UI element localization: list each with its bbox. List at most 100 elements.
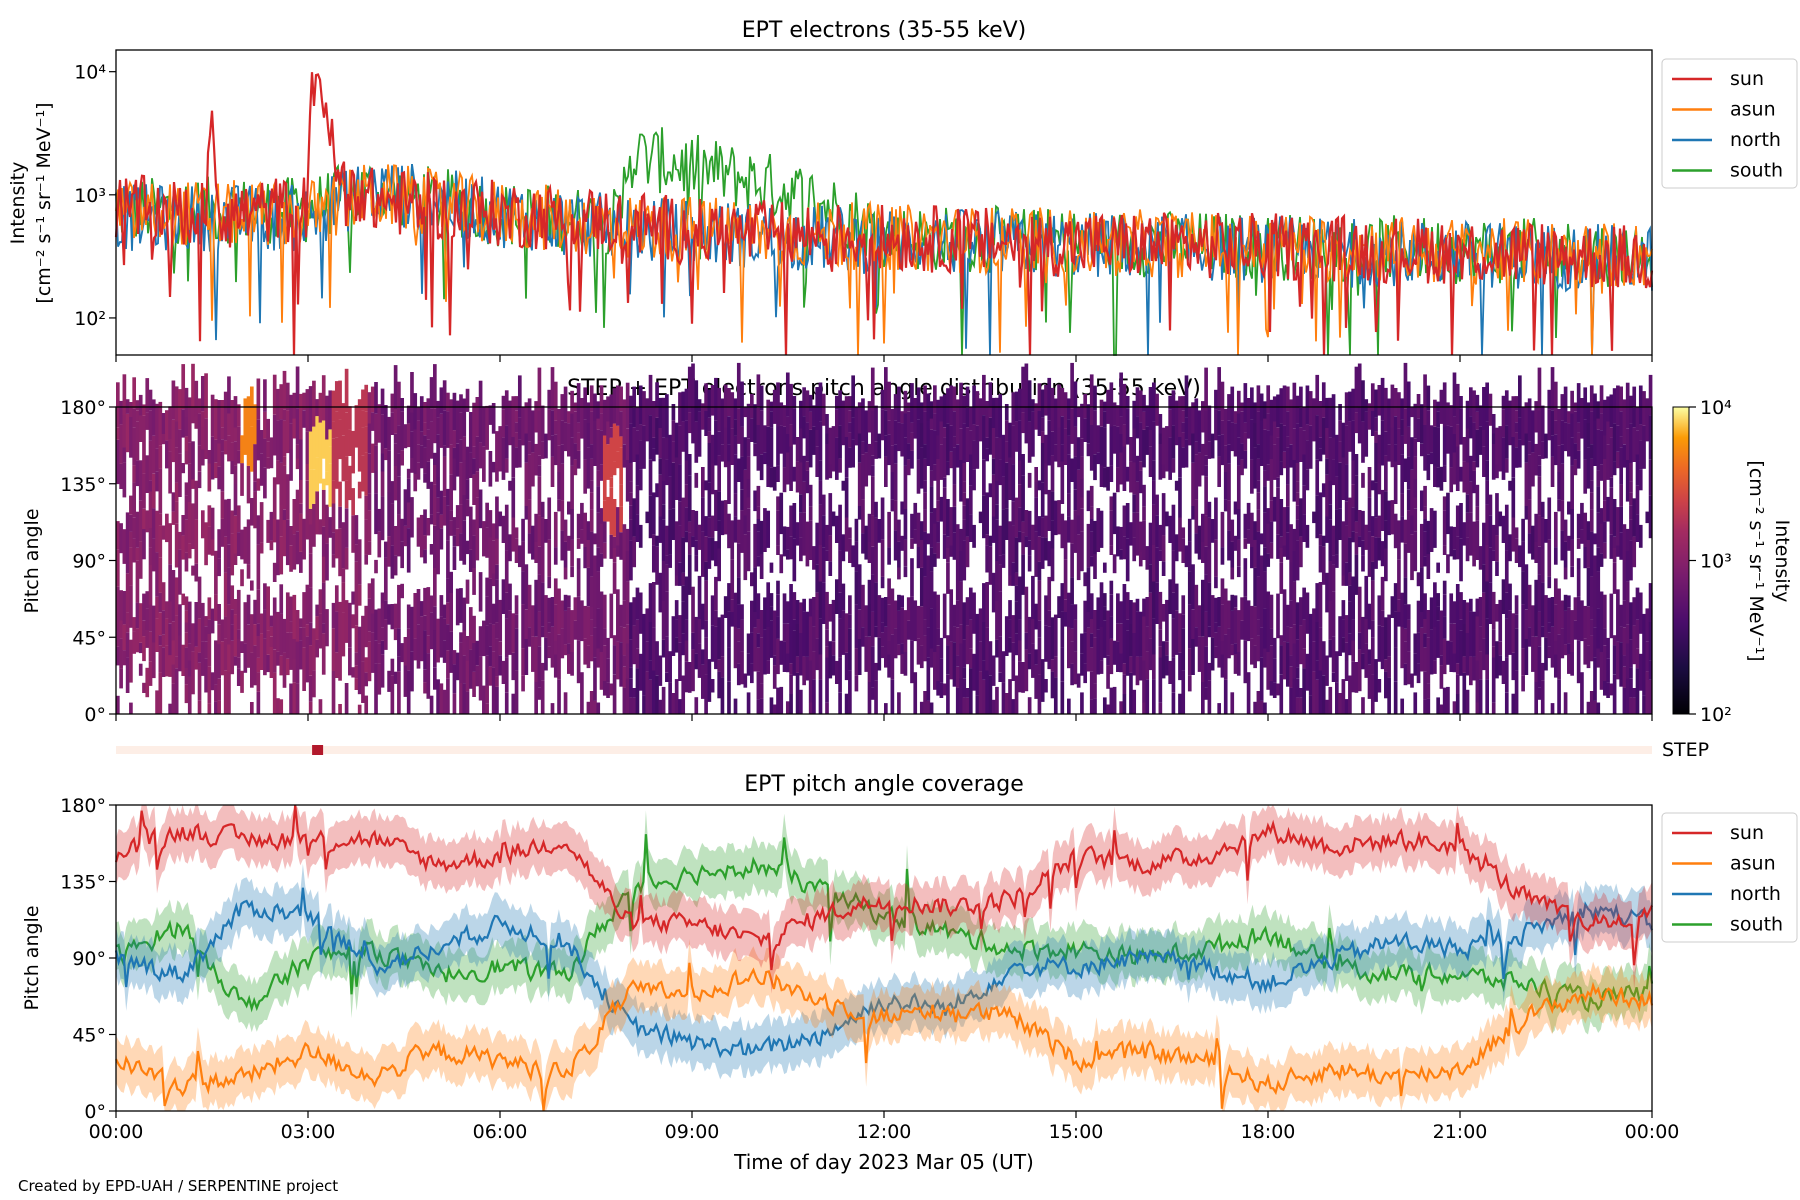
heatmap-cell (122, 529, 127, 564)
heatmap-cell (707, 431, 712, 443)
heatmap-cell (184, 647, 189, 668)
heatmap-cell (848, 447, 852, 468)
heatmap-cell (187, 601, 192, 644)
heatmap-cell (1214, 576, 1218, 589)
heatmap-cell (1181, 628, 1186, 671)
heatmap-cell (197, 662, 202, 701)
heatmap-cell (1625, 624, 1630, 644)
heatmap-cell (207, 703, 212, 714)
heatmap-cell (191, 479, 195, 489)
heatmap-cell (965, 498, 970, 537)
heatmap-cell (459, 462, 463, 505)
heatmap-cell (968, 648, 973, 669)
heatmap-cell (1426, 698, 1431, 714)
heatmap-cell (1567, 607, 1571, 644)
heatmap-cell (534, 636, 538, 682)
legend-label-sun: sun (1730, 822, 1764, 844)
heatmap-cell (1122, 626, 1127, 664)
heatmap-cell (1446, 402, 1450, 426)
heatmap-cell (1495, 493, 1499, 536)
heatmap-cell (704, 580, 708, 621)
heatmap-cell (200, 376, 205, 411)
heatmap-cell (318, 422, 323, 446)
heatmap-cell (1410, 515, 1414, 535)
heatmap-cell (1576, 569, 1581, 597)
heatmap-cell (900, 423, 905, 457)
heatmap-cell (1341, 560, 1346, 576)
heatmap-cell (1269, 521, 1274, 543)
heatmap-cell (374, 640, 378, 664)
heatmap-cell (799, 512, 803, 538)
heatmap-cell (919, 645, 924, 669)
heatmap-cell (1550, 410, 1555, 436)
heatmap-cell (1468, 387, 1473, 417)
colorbar (1672, 406, 1690, 715)
heatmap-cell (704, 411, 708, 436)
heatmap-cell (1436, 606, 1440, 621)
heatmap-cell (423, 447, 427, 474)
heatmap-cell (1076, 437, 1081, 470)
heatmap-cell (367, 641, 372, 682)
heatmap-cell (730, 559, 735, 600)
heatmap-cell (782, 641, 787, 672)
heatmap-cell (1354, 532, 1359, 555)
heatmap-cell (612, 635, 617, 646)
heatmap-cell (792, 466, 797, 482)
heatmap-cell (1619, 436, 1623, 448)
heatmap-cell (1089, 647, 1094, 672)
heatmap-cell (710, 515, 715, 538)
heatmap-cell (148, 565, 153, 605)
heatmap-cell (1191, 462, 1195, 506)
heatmap-cell (1315, 660, 1320, 680)
heatmap-cell (119, 523, 123, 554)
heatmap-cell (589, 619, 594, 636)
heatmap-cell (299, 480, 303, 504)
heatmap-cell (1040, 482, 1045, 518)
heatmap-cell (1491, 591, 1496, 630)
heatmap-cell (1204, 465, 1208, 477)
heatmap-cell (1419, 627, 1424, 672)
heatmap-cell (204, 641, 208, 659)
heatmap-cell (910, 596, 914, 641)
heatmap-cell (717, 431, 721, 456)
heatmap-cell (1318, 627, 1323, 671)
panel3-x-ticks: 00:00 03:00 06:00 09:00 12:00 15:00 18:00 21:00… (89, 1111, 1679, 1143)
heatmap-cell (1089, 374, 1094, 408)
heatmap-cell (1426, 410, 1431, 455)
heatmap-cell (514, 614, 519, 629)
heatmap-cell (808, 702, 813, 714)
heatmap-cell (1299, 697, 1303, 714)
panel1-title: EPT electrons (35-55 keV) (742, 18, 1027, 43)
heatmap-cell (1037, 674, 1042, 714)
heatmap-cell (795, 672, 800, 714)
heatmap-cell (1573, 411, 1578, 444)
heatmap-cell (870, 465, 875, 477)
heatmap-cell (1648, 459, 1653, 496)
heatmap-cell (132, 617, 137, 632)
heatmap-cell (279, 462, 284, 505)
heatmap-cell (1619, 532, 1623, 560)
heatmap-cell (312, 469, 316, 504)
heatmap-cell (1276, 427, 1280, 438)
heatmap-cell (877, 433, 882, 459)
heatmap-cell (1616, 641, 1620, 680)
heatmap-cell (1609, 498, 1614, 535)
heatmap-cell (338, 704, 342, 714)
heatmap-cell (1501, 660, 1506, 684)
heatmap-cell (887, 420, 891, 435)
heatmap-cell (1413, 531, 1418, 572)
heatmap-cell (282, 465, 287, 510)
heatmap-cell (1165, 599, 1169, 642)
heatmap-cell (1465, 633, 1470, 676)
heatmap-cell (1364, 524, 1369, 550)
heatmap-cell (978, 641, 983, 672)
heatmap-cell (338, 506, 342, 529)
heatmap-cell (975, 650, 980, 696)
heatmap-cell (1540, 501, 1545, 518)
heatmap-cell (207, 597, 212, 620)
heatmap-cell (632, 536, 637, 568)
heatmap-cell (1596, 429, 1601, 471)
heatmap-cell (1067, 454, 1071, 494)
heatmap-cell (890, 445, 895, 473)
heatmap-cell (740, 456, 744, 490)
